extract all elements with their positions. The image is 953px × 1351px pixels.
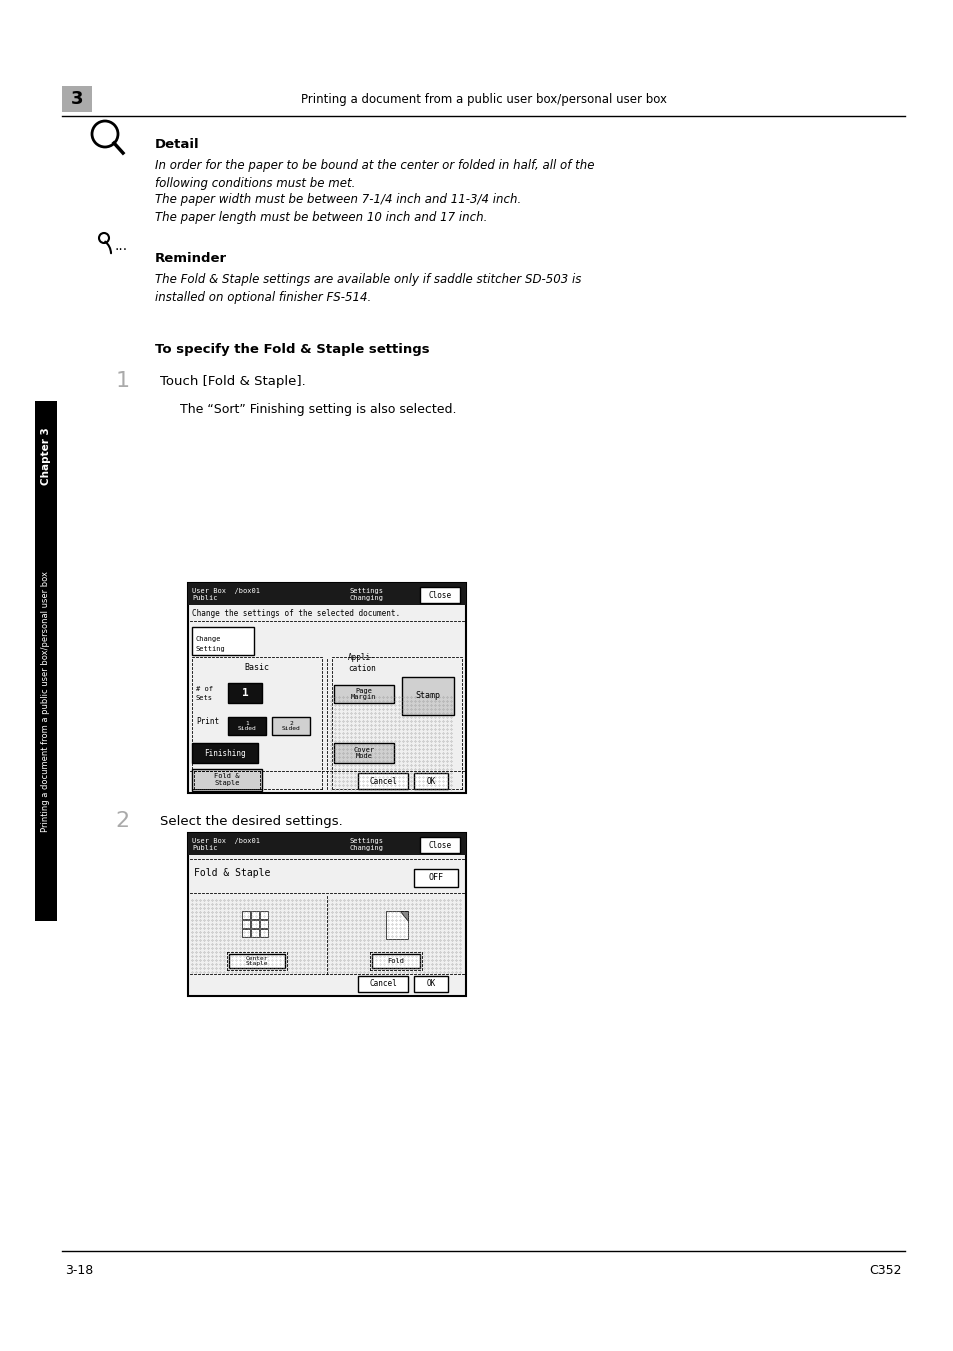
Text: OK: OK <box>426 777 436 785</box>
Text: Fold &
Staple: Fold & Staple <box>214 774 239 786</box>
Bar <box>260 928 268 936</box>
Text: Public: Public <box>192 594 217 601</box>
Text: Change: Change <box>195 636 221 642</box>
Bar <box>419 838 459 852</box>
Text: Changing: Changing <box>349 844 383 851</box>
Bar <box>334 743 394 763</box>
Text: The paper width must be between 7-1/4 inch and 11-3/4 inch.: The paper width must be between 7-1/4 in… <box>154 193 520 207</box>
Bar <box>414 975 448 992</box>
Text: Fold: Fold <box>387 958 404 965</box>
Text: Printing a document from a public user box/personal user box: Printing a document from a public user b… <box>42 570 51 831</box>
Text: 1: 1 <box>115 372 130 390</box>
Text: # of: # of <box>195 686 213 692</box>
Text: 3-18: 3-18 <box>65 1265 93 1278</box>
Bar <box>242 911 250 919</box>
Text: Select the desired settings.: Select the desired settings. <box>160 815 342 828</box>
Text: following conditions must be met.: following conditions must be met. <box>154 177 355 189</box>
Polygon shape <box>399 911 408 920</box>
Bar <box>192 627 253 655</box>
Text: Cancel: Cancel <box>369 979 396 989</box>
Text: Settings: Settings <box>349 588 383 594</box>
Text: Finishing: Finishing <box>204 748 246 758</box>
Text: Stamp: Stamp <box>416 692 440 701</box>
Text: 3: 3 <box>71 91 83 108</box>
Text: The paper length must be between 10 inch and 17 inch.: The paper length must be between 10 inch… <box>154 211 487 223</box>
Text: Reminder: Reminder <box>154 251 227 265</box>
Text: OK: OK <box>426 979 436 989</box>
Bar <box>260 920 268 928</box>
Bar <box>357 975 408 992</box>
Text: 2: 2 <box>115 811 130 831</box>
Text: User Box  /box01: User Box /box01 <box>192 838 260 844</box>
Bar <box>242 920 250 928</box>
Bar <box>188 584 465 793</box>
Text: Center
Staple: Center Staple <box>246 955 268 966</box>
Bar <box>192 769 262 790</box>
Bar <box>419 586 459 603</box>
Bar <box>229 954 285 969</box>
Text: Setting: Setting <box>195 646 226 653</box>
Text: installed on optional finisher FS-514.: installed on optional finisher FS-514. <box>154 290 371 304</box>
Text: 2
Sided: 2 Sided <box>281 720 300 731</box>
Text: Settings: Settings <box>349 838 383 844</box>
Text: In order for the paper to be bound at the center or folded in half, all of the: In order for the paper to be bound at th… <box>154 159 594 173</box>
Text: Page
Margin: Page Margin <box>351 688 376 701</box>
Bar <box>386 911 408 939</box>
Bar <box>260 911 268 919</box>
Bar <box>62 86 91 112</box>
Text: The “Sort” Finishing setting is also selected.: The “Sort” Finishing setting is also sel… <box>180 403 456 416</box>
Text: Close: Close <box>428 840 451 850</box>
Bar <box>242 928 250 936</box>
Text: Fold & Staple: Fold & Staple <box>193 867 270 878</box>
Text: OFF: OFF <box>428 874 443 882</box>
Text: Printing a document from a public user box/personal user box: Printing a document from a public user b… <box>301 92 666 105</box>
Bar <box>188 834 465 996</box>
Text: Close: Close <box>428 590 451 600</box>
Bar <box>188 834 465 855</box>
Text: Cover
Mode: Cover Mode <box>353 747 375 759</box>
Bar <box>188 584 465 605</box>
Text: Public: Public <box>192 844 217 851</box>
Text: Print: Print <box>195 716 219 725</box>
Text: Change the settings of the selected document.: Change the settings of the selected docu… <box>192 608 399 617</box>
Bar <box>251 911 258 919</box>
Bar <box>372 954 419 969</box>
Text: 1
Sided: 1 Sided <box>237 720 256 731</box>
Text: Sets: Sets <box>195 694 213 701</box>
Bar <box>228 717 266 735</box>
Text: User Box  /box01: User Box /box01 <box>192 588 260 594</box>
Text: The Fold & Staple settings are available only if saddle stitcher SD-503 is: The Fold & Staple settings are available… <box>154 273 580 286</box>
Text: Touch [Fold & Staple].: Touch [Fold & Staple]. <box>160 374 305 388</box>
Bar <box>414 869 457 888</box>
Text: 1: 1 <box>241 688 248 698</box>
Bar <box>401 677 454 715</box>
Text: Chapter 3: Chapter 3 <box>41 427 51 485</box>
Bar <box>251 920 258 928</box>
Bar <box>251 928 258 936</box>
Bar <box>334 685 394 703</box>
Bar <box>414 773 448 789</box>
Text: Appli-
cation: Appli- cation <box>348 654 375 673</box>
Bar <box>192 743 257 763</box>
Text: ...: ... <box>115 239 128 253</box>
Text: Detail: Detail <box>154 138 199 150</box>
Bar <box>357 773 408 789</box>
Bar <box>228 684 262 703</box>
Bar <box>35 401 57 921</box>
Text: Basic: Basic <box>244 662 269 671</box>
Text: To specify the Fold & Staple settings: To specify the Fold & Staple settings <box>154 343 429 355</box>
Text: C352: C352 <box>868 1265 901 1278</box>
Bar <box>272 717 310 735</box>
Text: Cancel: Cancel <box>369 777 396 785</box>
Text: Changing: Changing <box>349 594 383 601</box>
